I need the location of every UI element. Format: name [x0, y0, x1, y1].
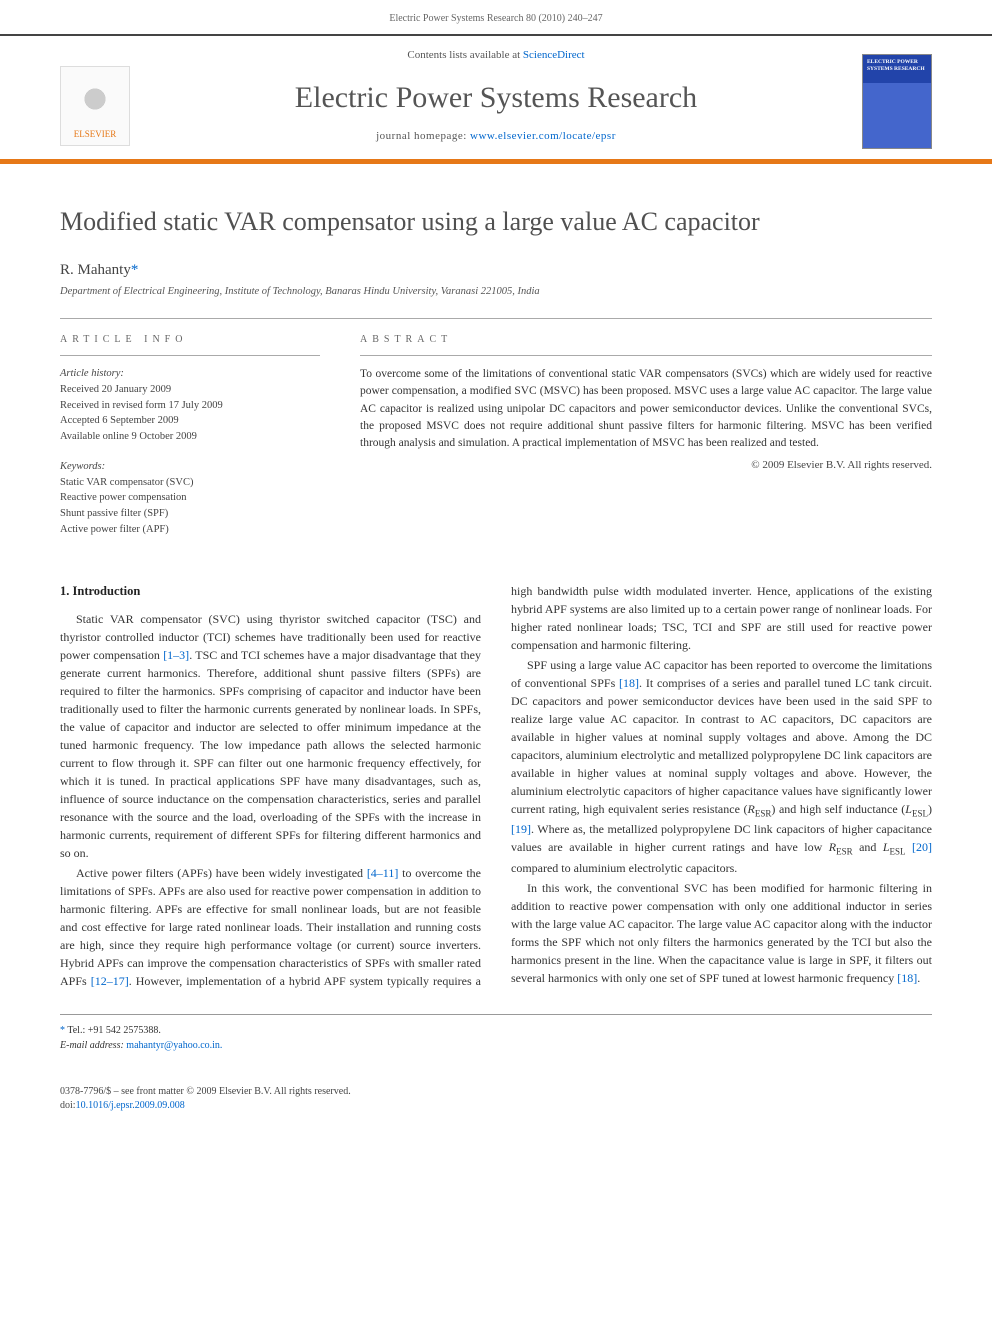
footnote-tel: Tel.: +91 542 2575388. — [65, 1025, 161, 1036]
p2-text-b: to overcome the limitations of SPFs. APF… — [60, 866, 481, 970]
ref-link-1-3[interactable]: [1–3] — [163, 648, 189, 662]
ref-link-18a[interactable]: [18] — [619, 676, 639, 690]
elsevier-logo: ELSEVIER — [60, 66, 130, 146]
accepted-date: Accepted 6 September 2009 — [60, 413, 320, 429]
revised-date: Received in revised form 17 July 2009 — [60, 398, 320, 414]
contents-prefix: Contents lists available at — [407, 49, 522, 61]
keywords-block: Keywords: Static VAR compensator (SVC) R… — [60, 459, 320, 538]
abstract-heading: ABSTRACT — [360, 333, 932, 356]
paragraph-1: Static VAR compensator (SVC) using thyri… — [60, 610, 481, 862]
article-history-block: Article history: Received 20 January 200… — [60, 366, 320, 445]
homepage-prefix: journal homepage: — [376, 130, 470, 142]
keyword-4: Active power filter (APF) — [60, 522, 320, 538]
abstract-text: To overcome some of the limitations of c… — [360, 366, 932, 452]
abstract-column: ABSTRACT To overcome some of the limitat… — [360, 319, 932, 552]
received-date: Received 20 January 2009 — [60, 382, 320, 398]
body-text-columns: 1. Introduction Static VAR compensator (… — [60, 582, 932, 1054]
corresponding-author-footnote: * Tel.: +91 542 2575388. E-mail address:… — [60, 1014, 932, 1053]
p4-text-a: In this work, the conventional SVC has b… — [511, 881, 932, 985]
p3-text-f: and — [853, 840, 883, 854]
lesl2-subscript: ESL — [890, 847, 906, 857]
contents-available-line: Contents lists available at ScienceDirec… — [60, 48, 932, 63]
page-footer: 0378-7796/$ – see front matter © 2009 El… — [0, 1073, 992, 1133]
p2-text-a: Active power filters (APFs) have been wi… — [76, 866, 367, 880]
running-header: Electric Power Systems Research 80 (2010… — [0, 0, 992, 34]
author-line: R. Mahanty* — [60, 260, 932, 281]
author-email-link[interactable]: mahantyr@yahoo.co.in. — [126, 1040, 222, 1051]
p3-text-h: compared to aluminium electrolytic capac… — [511, 861, 737, 875]
paragraph-4: In this work, the conventional SVC has b… — [511, 879, 932, 987]
cover-title-text: ELECTRIC POWER SYSTEMS RESEARCH — [867, 59, 927, 72]
sciencedirect-link[interactable]: ScienceDirect — [523, 49, 585, 61]
author-name: R. Mahanty — [60, 262, 131, 278]
ref-link-4-11[interactable]: [4–11] — [367, 866, 399, 880]
elsevier-label: ELSEVIER — [74, 128, 117, 141]
resr-subscript: ESR — [755, 808, 772, 818]
history-label: Article history: — [60, 366, 320, 382]
keyword-2: Reactive power compensation — [60, 490, 320, 506]
keyword-3: Shunt passive filter (SPF) — [60, 506, 320, 522]
ref-link-20[interactable]: [20] — [912, 840, 932, 854]
section-1-title: 1. Introduction — [60, 582, 481, 601]
keywords-label: Keywords: — [60, 459, 320, 475]
resr-symbol: R — [748, 802, 755, 816]
ref-link-12-17[interactable]: [12–17] — [91, 974, 129, 988]
abstract-copyright: © 2009 Elsevier B.V. All rights reserved… — [360, 458, 932, 473]
front-matter-line: 0378-7796/$ – see front matter © 2009 El… — [60, 1085, 932, 1099]
lesl-subscript: ESL — [912, 808, 928, 818]
author-affiliation: Department of Electrical Engineering, In… — [60, 285, 932, 300]
lesl2-symbol: L — [883, 840, 890, 854]
info-abstract-row: ARTICLE INFO Article history: Received 2… — [60, 318, 932, 552]
article-info-heading: ARTICLE INFO — [60, 333, 320, 356]
resr2-symbol: R — [829, 840, 836, 854]
doi-link[interactable]: 10.1016/j.epsr.2009.09.008 — [76, 1100, 185, 1111]
homepage-line: journal homepage: www.elsevier.com/locat… — [60, 129, 932, 144]
email-label: E-mail address: — [60, 1040, 126, 1051]
ref-link-19[interactable]: [19] — [511, 822, 531, 836]
online-date: Available online 9 October 2009 — [60, 429, 320, 445]
ref-link-18b[interactable]: [18] — [897, 971, 917, 985]
p3-text-c: ) and high self inductance ( — [771, 802, 905, 816]
corresponding-author-mark[interactable]: * — [131, 262, 139, 278]
journal-banner: ELSEVIER ELECTRIC POWER SYSTEMS RESEARCH… — [0, 34, 992, 164]
journal-cover-thumbnail: ELECTRIC POWER SYSTEMS RESEARCH — [862, 54, 932, 149]
doi-label: doi: — [60, 1100, 76, 1111]
lesl-symbol: L — [905, 802, 912, 816]
p1-text-b: . TSC and TCI schemes have a major disad… — [60, 648, 481, 860]
resr2-subscript: ESR — [836, 847, 853, 857]
article-info-column: ARTICLE INFO Article history: Received 2… — [60, 319, 320, 552]
keyword-1: Static VAR compensator (SVC) — [60, 475, 320, 491]
paragraph-3: SPF using a large value AC capacitor has… — [511, 656, 932, 878]
homepage-link[interactable]: www.elsevier.com/locate/epsr — [470, 130, 616, 142]
article-title: Modified static VAR compensator using a … — [60, 204, 932, 240]
journal-title: Electric Power Systems Research — [60, 77, 932, 119]
article-body: Modified static VAR compensator using a … — [0, 164, 992, 1073]
p3-text-d: ) — [928, 802, 932, 816]
p3-text-b: . It comprises of a series and parallel … — [511, 676, 932, 816]
p4-text-b: . — [917, 971, 920, 985]
